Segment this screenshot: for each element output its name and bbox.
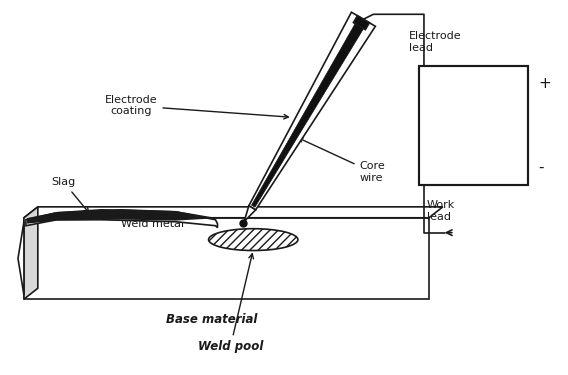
Text: Power
source: Power source <box>453 111 494 140</box>
Polygon shape <box>18 222 24 295</box>
Polygon shape <box>244 206 256 222</box>
Text: Electrode
coating: Electrode coating <box>105 95 289 119</box>
Text: -: - <box>538 160 544 175</box>
Text: Weld pool: Weld pool <box>198 254 263 353</box>
Text: Slag: Slag <box>52 177 89 213</box>
Polygon shape <box>353 16 369 30</box>
Polygon shape <box>24 218 429 299</box>
Bar <box>419 66 528 185</box>
Text: +: + <box>538 76 551 91</box>
Text: Base material: Base material <box>166 312 257 326</box>
Polygon shape <box>249 12 375 210</box>
Polygon shape <box>26 210 218 228</box>
Polygon shape <box>28 210 211 223</box>
Text: Work
lead: Work lead <box>427 200 455 222</box>
Polygon shape <box>252 17 367 207</box>
Text: Weld metal: Weld metal <box>121 219 185 229</box>
Polygon shape <box>24 207 38 299</box>
Polygon shape <box>24 207 443 218</box>
Text: Electrode
lead: Electrode lead <box>409 31 462 53</box>
Ellipse shape <box>208 229 298 251</box>
Text: Core
wire: Core wire <box>298 138 385 183</box>
